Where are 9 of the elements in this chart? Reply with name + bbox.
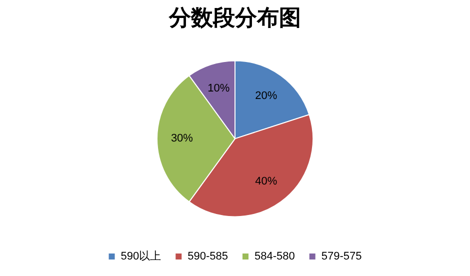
data-label: 40% (255, 176, 278, 188)
legend-label: 579-575 (321, 250, 362, 263)
legend-label: 590-585 (188, 250, 228, 263)
legend-label: 590以上 (120, 250, 162, 263)
chart-title: 分数段分布图 (168, 4, 301, 30)
data-label: 30% (170, 132, 194, 145)
legend-label: 584-580 (254, 250, 295, 263)
data-label: 10% (208, 82, 230, 94)
data-label: 20% (255, 90, 278, 102)
